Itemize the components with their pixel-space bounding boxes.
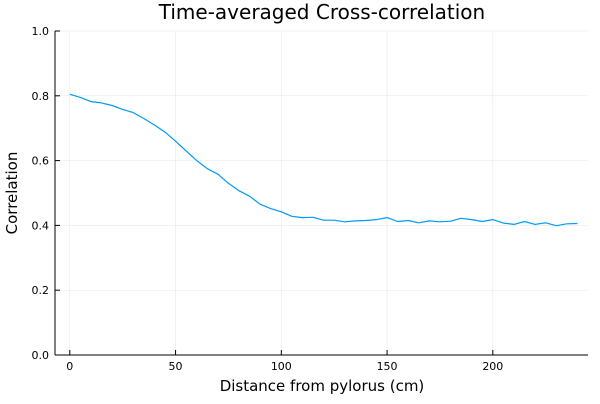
y-tick-label: 0.8 xyxy=(32,90,50,103)
chart-title: Time-averaged Cross-correlation xyxy=(158,0,485,24)
y-tick-label: 0.6 xyxy=(32,155,50,168)
x-tick-label: 100 xyxy=(271,360,292,373)
x-tick-label: 0 xyxy=(66,360,73,373)
x-tick-label: 200 xyxy=(482,360,503,373)
grid xyxy=(55,30,588,356)
axes xyxy=(54,31,588,356)
y-tick-label: 0.0 xyxy=(32,349,50,362)
ticks: 0 50 100 150 200 0.0 0.2 0.4 0.6 0.8 1.0 xyxy=(32,25,504,373)
y-axis-label: Correlation xyxy=(3,152,21,235)
series-line-y1 xyxy=(69,93,578,227)
y-tick-label: 1.0 xyxy=(32,25,50,38)
y-tick-label: 0.2 xyxy=(32,284,50,297)
x-axis-label: Distance from pylorus (cm) xyxy=(220,377,425,395)
x-tick-label: 150 xyxy=(377,360,398,373)
x-tick-label: 50 xyxy=(169,360,183,373)
y-tick-label: 0.4 xyxy=(32,219,50,232)
series xyxy=(69,93,578,227)
